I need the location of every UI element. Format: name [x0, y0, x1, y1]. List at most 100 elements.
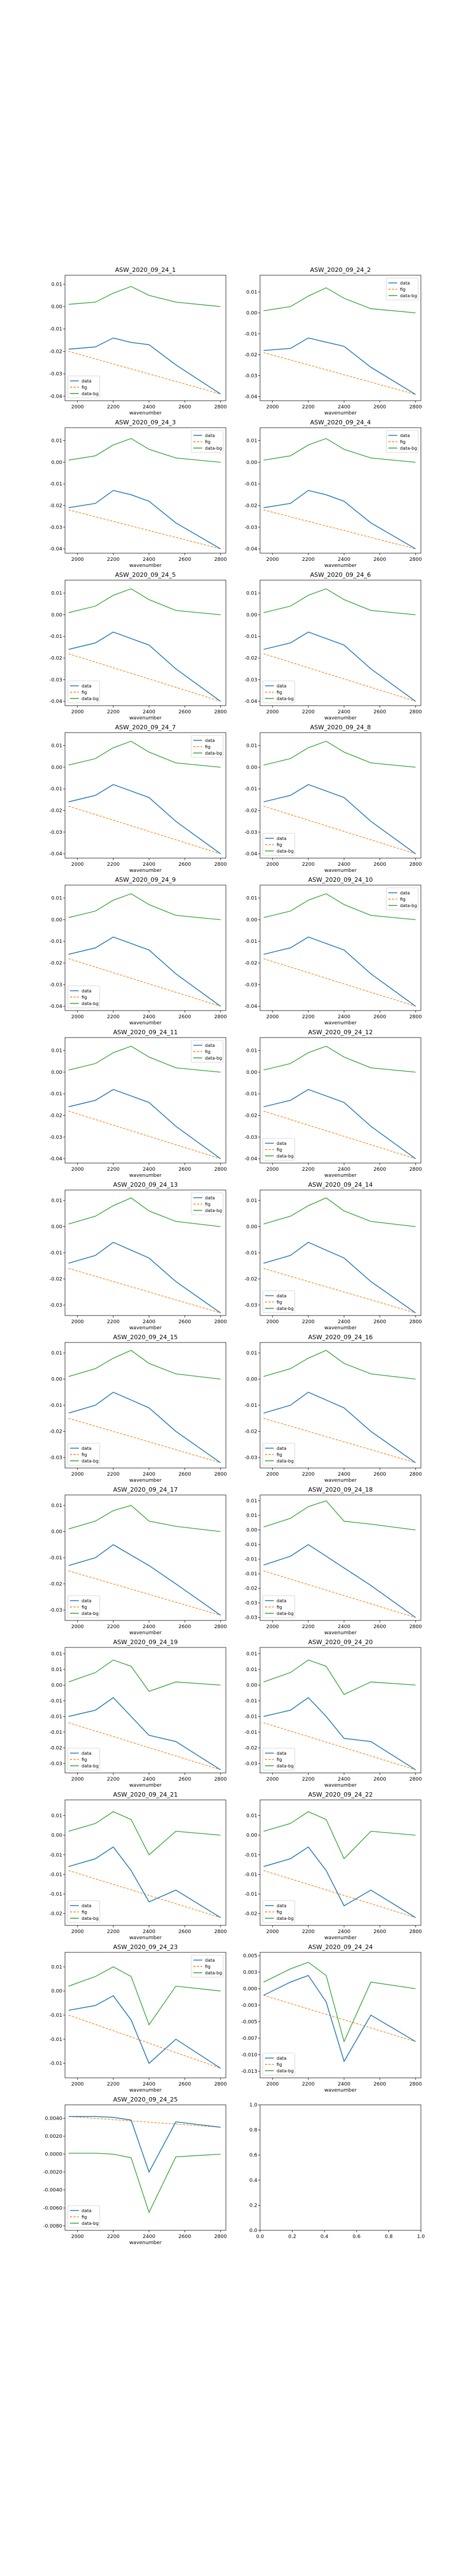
series-fig-line	[68, 1111, 221, 1159]
x-axis-label: wavenumber	[129, 1020, 162, 1026]
subplot-title: ASW_2020_09_24_11	[113, 1029, 177, 1036]
y-tick-label: -0.02	[245, 1114, 257, 1119]
axes-frame	[259, 1037, 421, 1164]
y-tick-label: 0.00	[246, 1833, 257, 1838]
subplot-title: ASW_2020_09_24_24	[308, 1944, 372, 1951]
legend-label: fig	[82, 1605, 87, 1610]
series-fig-line	[263, 653, 416, 702]
subplot-9: ASW_2020_09_24_9 2000 2200 2400 2600 2800 wave…	[50, 876, 227, 1026]
x-tick-label: 2000	[266, 1167, 279, 1172]
series-fig-line	[263, 1268, 416, 1313]
y-tick-label: -0.02	[245, 1277, 257, 1282]
series-data-bg-line	[263, 588, 416, 615]
legend-label: data-bg	[400, 903, 417, 908]
subplot-11: ASW_2020_09_24_11 2000 2200 2400 2600 2800 wav…	[50, 1029, 227, 1178]
series-data-bg-line	[263, 1962, 416, 2043]
x-tick-label: 2800	[409, 1014, 422, 1020]
x-tick-label: 2400	[143, 862, 155, 867]
x-tick-label: 2400	[338, 1777, 350, 1782]
y-tick-label: -0.01	[50, 1403, 62, 1409]
subplot-title: ASW_2020_09_24_6	[310, 571, 371, 578]
legend-box	[67, 1900, 100, 1923]
legend-label: data-bg	[277, 1306, 294, 1311]
legend-label: data-bg	[82, 2221, 99, 2226]
x-tick-label: 2400	[143, 1777, 155, 1782]
legend-box	[262, 1595, 295, 1618]
y-tick-label: -0.01	[50, 1872, 62, 1878]
x-tick-label: 2400	[143, 1472, 155, 1477]
x-tick-label: 2000	[71, 405, 84, 410]
series-data-bg-line	[263, 1045, 416, 1073]
x-tick-label: 2600	[178, 1167, 191, 1172]
x-axis-label: wavenumber	[129, 716, 162, 721]
series-data-bg-line	[68, 588, 221, 615]
legend-label: fig	[82, 2215, 87, 2220]
legend-label: data-bg	[82, 696, 99, 701]
subplot-title: ASW_2020_09_24_1	[115, 266, 176, 274]
legend-label: data-bg	[82, 1001, 99, 1006]
y-tick-label: 0.01	[51, 744, 62, 749]
series-data-line	[68, 337, 221, 395]
y-tick-label: -0.02	[245, 809, 257, 814]
series-fig-line	[68, 509, 221, 549]
y-tick-label: -0.03	[245, 1616, 257, 1621]
series-fig-line	[263, 958, 416, 1007]
legend-box	[191, 1192, 224, 1215]
y-tick-label: 0.01	[246, 591, 257, 597]
x-tick-label: 2800	[214, 1014, 227, 1020]
y-tick-label: -0.01	[50, 327, 62, 332]
y-tick-label: -0.03	[245, 678, 257, 683]
axes-frame	[259, 2104, 421, 2231]
y-tick-label: -0.02	[245, 1745, 257, 1751]
x-tick-label: 2200	[107, 1014, 120, 1020]
x-tick-label: 2400	[338, 862, 350, 867]
subplot-19: ASW_2020_09_24_19 2000 2200 2400 2600 2800 wav…	[50, 1639, 227, 1788]
x-axis-label: wavenumber	[129, 1325, 162, 1331]
x-tick-label: 2400	[338, 710, 350, 715]
subplot-7: ASW_2020_09_24_7 2000 2200 2400 2600 2800 wave…	[50, 724, 227, 874]
y-tick-label: 0.2	[250, 2203, 257, 2208]
subplot-15: ASW_2020_09_24_15 2000 2200 2400 2600 2800 wav…	[50, 1334, 227, 1483]
x-tick-label: 2600	[178, 710, 191, 715]
legend-box	[262, 2053, 295, 2076]
y-tick-label: -0.02	[50, 1429, 62, 1435]
legend-label: data-bg	[277, 1611, 294, 1616]
legend-box	[386, 277, 419, 301]
subplot-title: ASW_2020_09_24_12	[308, 1029, 372, 1036]
subplot-6: ASW_2020_09_24_6 2000 2200 2400 2600 2800 wave…	[245, 571, 422, 721]
y-tick-label: -0.01	[245, 1853, 257, 1858]
y-tick-label: 0.01	[51, 1503, 62, 1509]
y-tick-label: -0.01	[50, 939, 62, 945]
series-data-line	[263, 631, 416, 702]
legend-label: data-bg	[205, 1971, 222, 1975]
y-tick-label: -0.03	[50, 1135, 62, 1140]
x-tick-label: 2600	[374, 1014, 386, 1020]
legend-label: data	[277, 1141, 286, 1146]
legend-label: data	[277, 1294, 286, 1298]
x-tick-label: 2400	[338, 405, 350, 410]
series-data-bg-line	[263, 893, 416, 920]
series-data-line	[263, 1242, 416, 1313]
x-tick-label: 2200	[107, 1472, 120, 1477]
y-tick-label: 0.6	[250, 2153, 258, 2158]
legend-label: data-bg	[277, 1459, 294, 1464]
series-data-line	[68, 1391, 221, 1464]
subplot-title: ASW_2020_09_24_20	[308, 1639, 372, 1646]
subplot-17: ASW_2020_09_24_17 2000 2200 2400 2600 2800 wav…	[50, 1486, 227, 1636]
y-tick-label: -0.01	[50, 482, 62, 487]
y-tick-label: 0.01	[246, 1049, 257, 1054]
series-fig-line	[68, 806, 221, 854]
x-axis-label: wavenumber	[129, 1935, 162, 1941]
x-tick-label: 2000	[266, 1624, 279, 1630]
x-tick-label: 2000	[266, 1472, 279, 1477]
x-tick-label: 2800	[214, 1472, 227, 1477]
subplot-20: ASW_2020_09_24_20 2000 2200 2400 2600 2800 wav…	[245, 1639, 422, 1788]
x-tick-label: 2200	[302, 2082, 315, 2087]
y-tick-label: -0.02	[50, 1114, 62, 1119]
subplot-25: ASW_2020_09_24_25 2000 2200 2400 2600 2800 wav…	[43, 2096, 227, 2246]
y-tick-label: -0.04	[50, 699, 63, 705]
